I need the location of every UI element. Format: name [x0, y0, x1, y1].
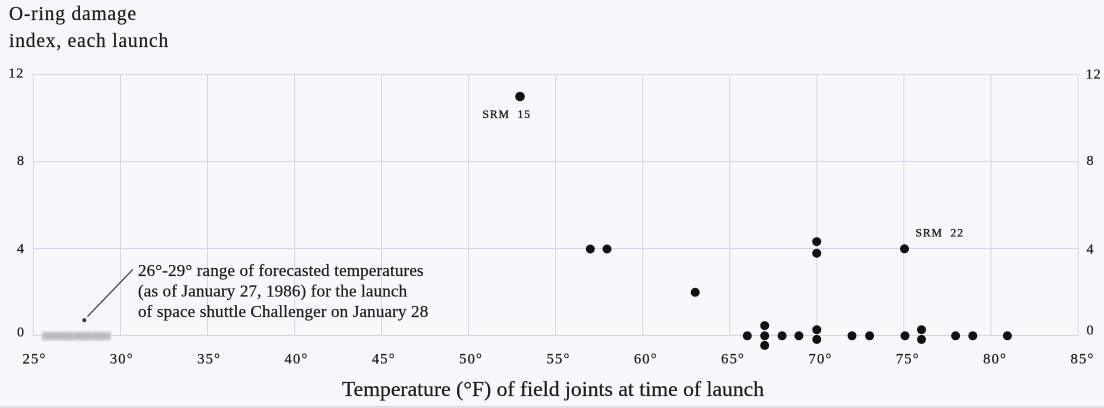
svg-text:SRM 22: SRM 22 — [916, 228, 965, 240]
svg-text:(as of January 27, 1986) for t: (as of January 27, 1986) for the launch — [138, 281, 408, 300]
svg-text:Temperature (°F) of field join: Temperature (°F) of field joints at time… — [342, 377, 764, 401]
svg-text:50°: 50° — [459, 352, 483, 368]
svg-text:25°: 25° — [23, 352, 47, 368]
svg-text:8: 8 — [1087, 154, 1094, 169]
svg-text:of space shuttle Challenger on: of space shuttle Challenger on January 2… — [138, 302, 428, 321]
svg-text:80°: 80° — [983, 352, 1007, 368]
svg-text:40°: 40° — [285, 352, 309, 368]
svg-text:60°: 60° — [634, 352, 658, 368]
svg-text:65°: 65° — [721, 352, 745, 368]
svg-text:30°: 30° — [110, 352, 134, 368]
svg-text:12: 12 — [8, 67, 24, 82]
svg-text:12: 12 — [1086, 67, 1102, 82]
svg-text:85°: 85° — [1071, 352, 1095, 368]
svg-text:SRM 15: SRM 15 — [483, 109, 532, 121]
svg-text:O-ring damage: O-ring damage — [9, 4, 137, 25]
svg-text:4: 4 — [17, 242, 24, 257]
svg-text:4: 4 — [1087, 243, 1094, 258]
svg-text:70°: 70° — [809, 352, 833, 368]
svg-text:0: 0 — [17, 326, 24, 341]
svg-text:0: 0 — [1087, 324, 1094, 339]
svg-text:45°: 45° — [372, 352, 396, 368]
svg-text:55°: 55° — [547, 352, 571, 368]
svg-text:26°-29° range of forecasted te: 26°-29° range of forecasted temperatures — [138, 261, 424, 280]
svg-text:8: 8 — [17, 154, 24, 169]
svg-text:index, each launch: index, each launch — [9, 31, 169, 52]
svg-text:35°: 35° — [197, 352, 221, 368]
svg-text:75°: 75° — [896, 352, 920, 368]
